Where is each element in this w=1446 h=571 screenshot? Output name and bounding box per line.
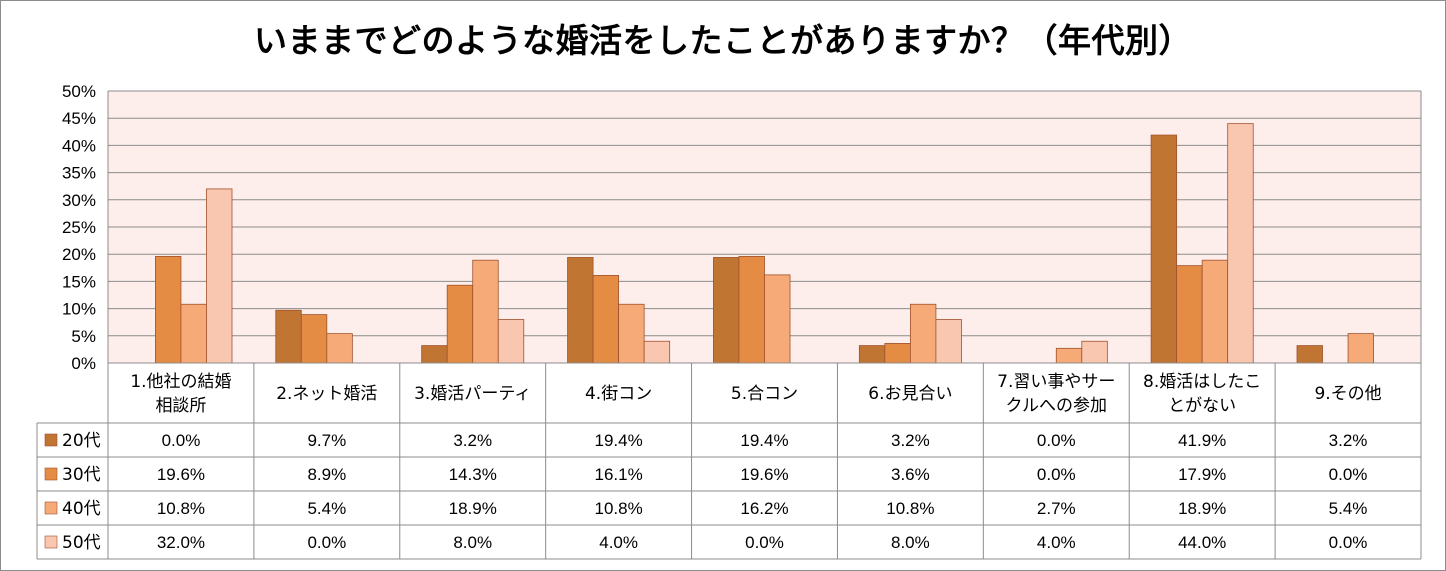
bar (738, 255, 765, 364)
y-tick-label: 0% (71, 354, 96, 373)
data-table-cell: 10.8% (886, 499, 934, 518)
legend-swatch (44, 467, 58, 481)
category-label: 1.他社の結婚 (130, 372, 231, 392)
category-label: 8.婚活はしたこ (1143, 372, 1261, 392)
bar (909, 303, 937, 364)
chart-title: いままでどのような婚活をしたことがありますか？（年代別） (254, 21, 1192, 60)
legend-swatch (44, 501, 58, 515)
bar (1296, 345, 1323, 364)
bar (446, 284, 474, 364)
data-table-cell: 5.4% (307, 499, 346, 518)
bar (326, 333, 353, 364)
data-table-cell: 8.0% (453, 533, 492, 552)
data-table-cell: 14.3% (449, 465, 497, 484)
data-table-cell: 44.0% (1178, 533, 1226, 552)
data-table-cell: 3.2% (453, 431, 492, 450)
bar (206, 188, 233, 364)
y-tick-label: 20% (62, 245, 96, 264)
category-label: 2.ネット婚活 (276, 384, 377, 404)
data-table-cell: 4.0% (1037, 533, 1076, 552)
bar (764, 274, 791, 364)
data-table-cell: 0.0% (745, 533, 784, 552)
legend-swatch (44, 535, 58, 549)
bar (618, 303, 645, 364)
y-tick-label: 40% (62, 136, 96, 155)
data-table-cell: 19.4% (595, 431, 643, 450)
data-table-cell: 10.8% (595, 499, 643, 518)
category-label: クルへの参加 (1006, 396, 1108, 416)
legend-label: 30代 (62, 465, 101, 485)
bar (1176, 265, 1203, 364)
data-table-cell: 5.4% (1329, 499, 1368, 518)
y-tick-label: 5% (71, 327, 96, 346)
bar (858, 345, 886, 364)
data-table-cell: 0.0% (1037, 431, 1076, 450)
category-label: 7.習い事やサー (997, 372, 1115, 392)
data-table-cell: 8.9% (307, 465, 346, 484)
data-table-cell: 0.0% (1329, 465, 1368, 484)
data-table-cell: 3.6% (891, 465, 930, 484)
bar (935, 319, 962, 364)
bar (1055, 347, 1083, 364)
data-table-cell: 19.6% (740, 465, 788, 484)
legend-label: 20代 (62, 431, 101, 451)
bar (180, 303, 207, 364)
bar (1347, 333, 1374, 364)
category-label: 相談所 (155, 396, 206, 416)
data-table-cell: 18.9% (449, 499, 497, 518)
data-table-cell: 19.4% (740, 431, 788, 450)
bar (592, 275, 620, 364)
data-table-cell: 41.9% (1178, 431, 1226, 450)
data-table-cell: 0.0% (307, 533, 346, 552)
bar (155, 255, 182, 364)
bar (884, 343, 911, 364)
data-table-cell: 16.2% (740, 499, 788, 518)
data-table-cell: 2.7% (1037, 499, 1076, 518)
y-tick-label: 50% (62, 82, 96, 101)
bar (300, 314, 328, 364)
bar (567, 257, 594, 364)
data-table-cell: 0.0% (162, 431, 201, 450)
data-table-cell: 3.2% (1329, 431, 1368, 450)
data-table-cell: 17.9% (1178, 465, 1226, 484)
data-table-cell: 19.6% (157, 465, 205, 484)
legend-swatch (44, 433, 58, 447)
category-label: 4.街コン (585, 384, 652, 404)
y-tick-label: 30% (62, 191, 96, 210)
data-table-cell: 8.0% (891, 533, 930, 552)
bar (1081, 340, 1108, 364)
data-table-cell: 4.0% (599, 533, 638, 552)
bar (1227, 123, 1254, 364)
bar (472, 259, 499, 364)
y-tick-label: 15% (62, 272, 96, 291)
bar (1201, 259, 1229, 364)
y-tick-label: 45% (62, 109, 96, 128)
category-label: 3.婚活パーティ (414, 384, 531, 404)
data-table-cell: 32.0% (157, 533, 205, 552)
data-table-cell: 0.0% (1329, 533, 1368, 552)
legend-label: 40代 (62, 499, 101, 519)
data-table-cell: 18.9% (1178, 499, 1226, 518)
bar (643, 340, 671, 364)
data-table-cell: 0.0% (1037, 465, 1076, 484)
category-label: とがない (1168, 396, 1236, 416)
bar (713, 257, 740, 364)
data-table-cell: 10.8% (157, 499, 205, 518)
data-table-cell: 9.7% (307, 431, 346, 450)
bar (275, 309, 302, 364)
bar (497, 319, 525, 364)
category-label: 9.その他 (1314, 384, 1381, 404)
bar (421, 345, 448, 364)
y-tick-label: 25% (62, 218, 96, 237)
bar (1150, 134, 1178, 364)
data-table-cell: 3.2% (891, 431, 930, 450)
category-label: 5.合コン (731, 384, 798, 404)
y-tick-label: 10% (62, 300, 96, 319)
legend-label: 50代 (62, 533, 101, 553)
data-table-cell: 16.1% (595, 465, 643, 484)
y-tick-label: 35% (62, 164, 96, 183)
category-label: 6.お見合い (868, 384, 952, 404)
